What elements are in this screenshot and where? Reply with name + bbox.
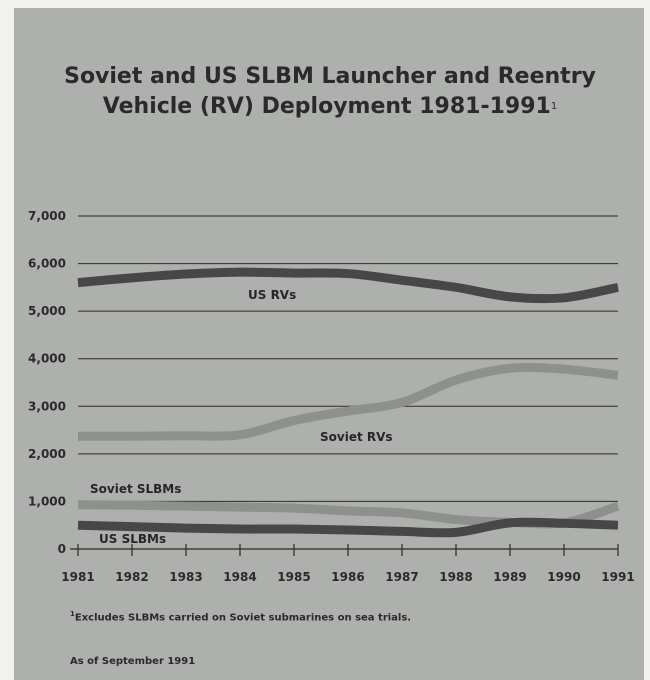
series-label-soviet-rvs: Soviet RVs <box>320 430 393 444</box>
x-tick-label: 1985 <box>277 570 310 584</box>
series-line-us-slbms <box>77 517 619 538</box>
y-tick-label: 3,000 <box>28 399 66 413</box>
y-tick-label: 1,000 <box>28 494 66 508</box>
footnote-mark: 1 <box>70 610 75 618</box>
y-tick-label: 0 <box>58 542 66 556</box>
x-tick-label: 1988 <box>439 570 472 584</box>
y-tick-label: 4,000 <box>28 352 66 366</box>
x-tick-label: 1983 <box>169 570 202 584</box>
footnote: 1Excludes SLBMs carried on Soviet submar… <box>70 610 411 623</box>
chart-panel <box>14 8 644 680</box>
x-tick-label: 1981 <box>61 570 94 584</box>
y-tick-label: 5,000 <box>28 304 66 318</box>
series-line-us-rvs <box>77 267 619 304</box>
series-line-soviet-rvs <box>77 362 619 441</box>
y-tick-label: 7,000 <box>28 209 66 223</box>
chart-title-line2: Vehicle (RV) Deployment 1981-19911 <box>102 94 558 119</box>
x-tick-label: 1989 <box>493 570 526 584</box>
as-of-note: As of September 1991 <box>70 656 196 667</box>
x-tick-label: 1987 <box>385 570 418 584</box>
chart-title-line1: Soviet and US SLBM Launcher and Reentry <box>64 64 596 89</box>
x-tick-label: 1990 <box>547 570 580 584</box>
series-label-soviet-slbms: Soviet SLBMs <box>90 482 181 496</box>
title-footnote-mark: 1 <box>550 101 558 112</box>
series-label-us-slbms: US SLBMs <box>99 532 166 546</box>
x-tick-label: 1991 <box>601 570 634 584</box>
y-tick-label: 2,000 <box>28 447 66 461</box>
series-label-us-rvs: US RVs <box>248 288 296 302</box>
footnote-text: Excludes SLBMs carried on Soviet submari… <box>74 612 412 624</box>
chart-title: Soviet and US SLBM Launcher and Reentry … <box>0 62 650 122</box>
x-tick-label: 1986 <box>331 570 364 584</box>
x-tick-label: 1982 <box>115 570 148 584</box>
y-tick-label: 6,000 <box>28 257 66 271</box>
x-tick-label: 1984 <box>223 570 256 584</box>
